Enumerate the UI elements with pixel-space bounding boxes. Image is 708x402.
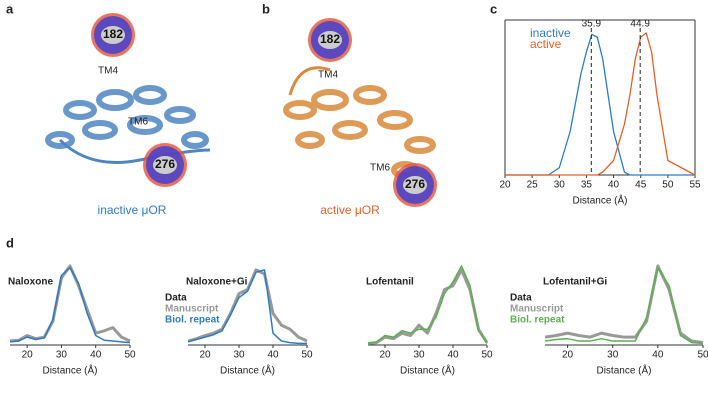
x-tick-label: 50 <box>697 350 708 361</box>
x-tick-label: 40 <box>447 350 459 361</box>
legend-title: Data <box>510 293 532 304</box>
legend-entry: active <box>530 37 562 51</box>
legend-entry: Manuscript <box>165 304 219 315</box>
series-line <box>544 266 704 345</box>
series-line <box>9 264 131 343</box>
x-tick-label: 50 <box>301 350 313 361</box>
x-tick-label: 30 <box>607 350 619 361</box>
panel-label: b <box>262 1 270 16</box>
x-tick-label: 20 <box>379 350 391 361</box>
site-label: 276 <box>405 177 425 191</box>
x-axis-label: Distance (Å) <box>572 194 627 207</box>
x-axis-label: Distance (Å) <box>400 364 455 377</box>
x-tick-label: 25 <box>527 180 539 191</box>
helix-label: TM6 <box>128 117 148 128</box>
x-tick-label: 50 <box>662 180 674 191</box>
legend-entry: Biol. repeat <box>165 315 220 326</box>
structure-active <box>283 18 437 207</box>
legend-entry: Biol. repeat <box>510 315 565 326</box>
x-tick-label: 40 <box>652 350 664 361</box>
x-tick-label: 50 <box>124 350 136 361</box>
legend-entry: inactive <box>530 26 571 40</box>
x-tick-label: 30 <box>554 180 566 191</box>
x-tick-label: 20 <box>199 350 211 361</box>
caption: inactive μOR <box>98 203 167 217</box>
series-line <box>367 268 489 345</box>
series-line <box>367 265 488 345</box>
panel-label: d <box>6 235 14 250</box>
site-label: 182 <box>320 32 340 46</box>
x-tick-label: 30 <box>56 350 68 361</box>
x-tick-label: 20 <box>562 350 574 361</box>
series-line <box>505 33 695 176</box>
x-tick-label: 20 <box>499 180 511 191</box>
x-tick-label: 55 <box>689 180 701 191</box>
chart-title: Naloxone <box>8 277 53 288</box>
x-tick-label: 20 <box>22 350 34 361</box>
chart-title: Naloxone+Gi <box>186 277 248 288</box>
x-axis-label: Distance (Å) <box>220 364 275 377</box>
legend-entry: Manuscript <box>510 304 564 315</box>
x-axis-label: Distance (Å) <box>42 364 97 377</box>
x-tick-label: 40 <box>267 350 279 361</box>
series-line <box>9 266 131 344</box>
chart-title: Lofentanil+Gi <box>543 277 607 288</box>
panel-label: a <box>6 1 14 16</box>
x-tick-label: 35 <box>581 180 593 191</box>
caption: active μOR <box>320 203 380 217</box>
x-tick-label: 40 <box>608 180 620 191</box>
x-tick-label: 50 <box>481 350 493 361</box>
site-label: 276 <box>155 157 175 171</box>
marker-label: 35.9 <box>582 19 602 30</box>
series-line <box>187 269 307 345</box>
helix-label: TM6 <box>370 163 390 174</box>
x-tick-label: 30 <box>413 350 425 361</box>
helix-label: TM4 <box>318 70 338 81</box>
helix-label: TM4 <box>98 66 118 77</box>
x-axis-label: Distance (Å) <box>596 364 651 377</box>
series-line <box>505 32 696 176</box>
site-label: 182 <box>103 27 123 41</box>
x-tick-label: 45 <box>635 180 647 191</box>
x-tick-label: 40 <box>90 350 102 361</box>
chart-title: Lofentanil <box>366 277 414 288</box>
legend-title: Data <box>165 293 187 304</box>
marker-label: 44.9 <box>630 19 650 30</box>
structure-inactive <box>45 13 211 187</box>
panel-label: c <box>490 1 497 16</box>
x-tick-label: 30 <box>233 350 245 361</box>
